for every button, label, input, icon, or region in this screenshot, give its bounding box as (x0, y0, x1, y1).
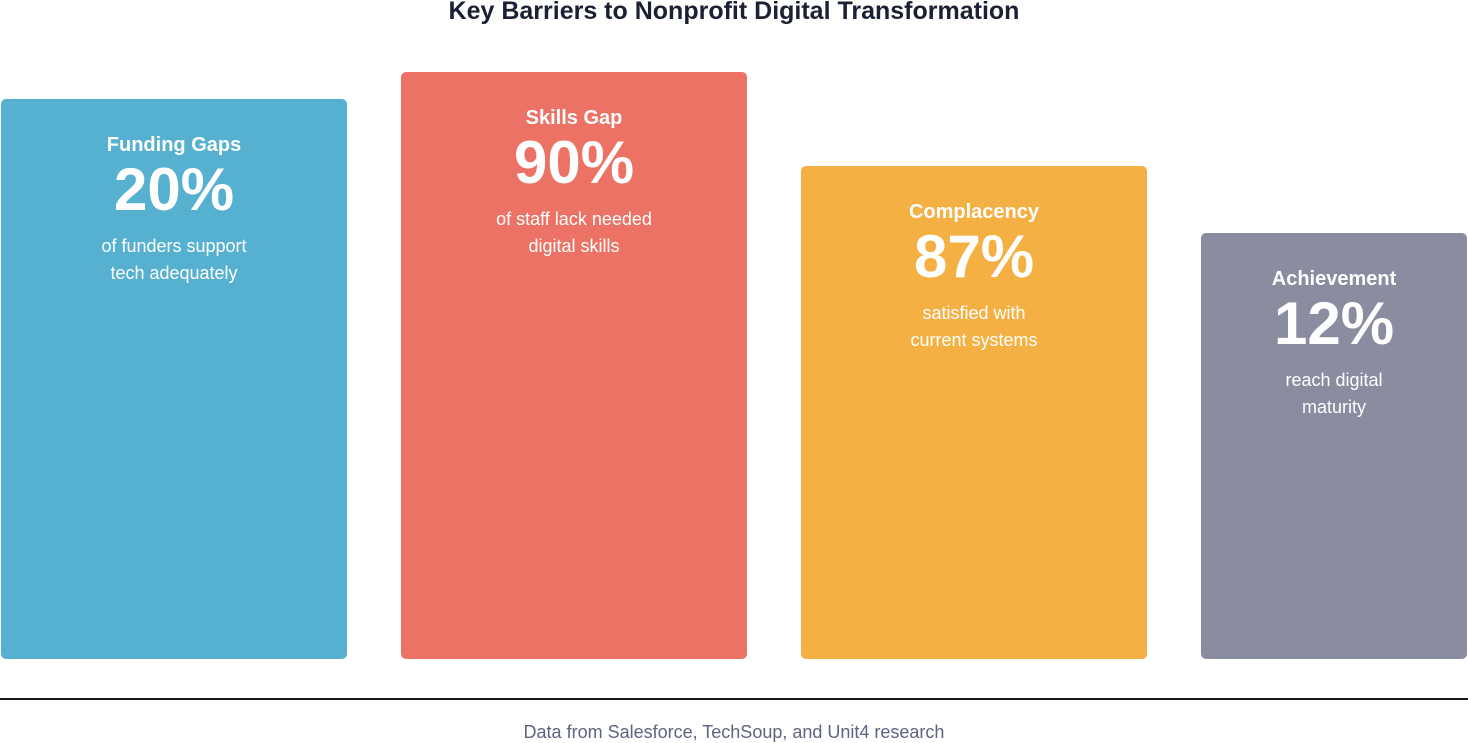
card-stat: 90% (513, 129, 635, 196)
card-description: satisfied with current systems (801, 300, 1147, 354)
source: Data from Salesforce, TechSoup, and Unit… (523, 722, 945, 742)
card-description: of funders support tech adequately (1, 233, 347, 287)
description-line: digital skills (528, 236, 620, 256)
description-line: satisfied with (922, 303, 1026, 323)
card-description: reach digital maturity (1201, 367, 1467, 421)
description-line: tech adequately (110, 263, 238, 283)
card: Funding Gaps 20% of funders support tech ad… (1, 99, 347, 659)
card: Complacency 87% satisfied with current syst… (801, 166, 1147, 659)
card-title: Achievement (1271, 268, 1397, 290)
card-description: of staff lack needed digital skills (401, 206, 747, 260)
description-line: maturity (1301, 397, 1366, 417)
card-stat: 12% (1273, 290, 1395, 357)
card-stat: 20% (113, 156, 235, 223)
card-title: Complacency (908, 201, 1040, 223)
card-stat: 87% (913, 223, 1035, 290)
title: Key Barriers to Nonprofit Digital Transf… (448, 0, 1020, 25)
card-title: Skills Gap (525, 107, 623, 129)
card-title: Funding Gaps (106, 134, 242, 156)
description-line: of staff lack needed (496, 209, 652, 229)
description-line: reach digital (1285, 370, 1383, 390)
divider (0, 698, 1468, 700)
description-line: of funders support (101, 236, 247, 256)
description-line: current systems (910, 330, 1038, 350)
card: Skills Gap 90% of staff lack needed digital… (401, 72, 747, 659)
card: Achievement 12% reach digital maturity (1201, 233, 1467, 659)
